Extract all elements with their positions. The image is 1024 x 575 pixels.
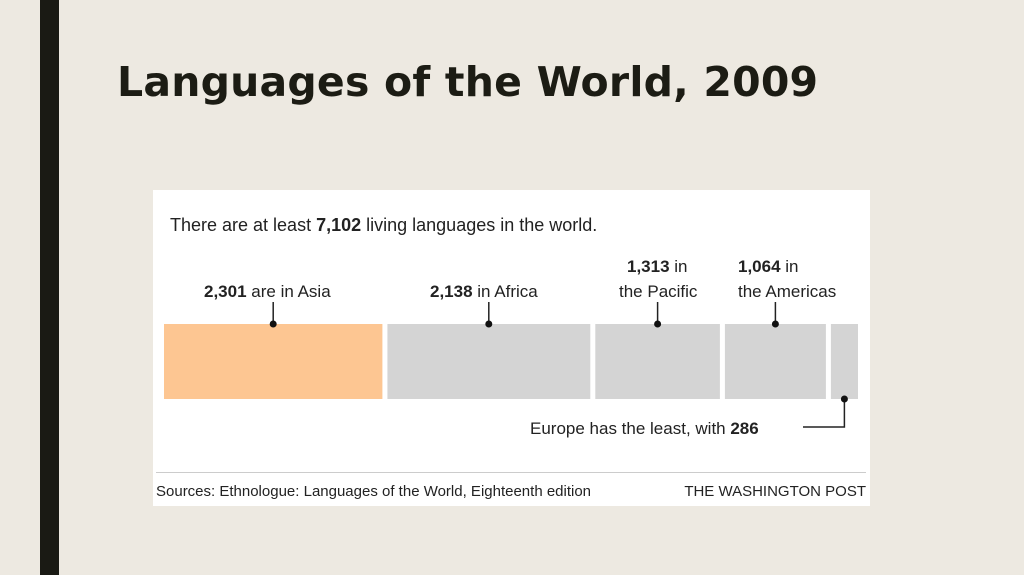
chart-lead-text: There are at least 7,102 living language… <box>170 215 597 235</box>
bar-europe <box>830 324 858 399</box>
bar-americas <box>724 324 826 399</box>
stacked-bar <box>164 302 858 428</box>
leader-dot-pacific <box>654 320 662 328</box>
languages-chart: There are at least 7,102 living language… <box>153 190 870 506</box>
sources-text: Sources: Ethnologue: Languages of the Wo… <box>156 483 591 500</box>
label-europe: Europe has the least, with 286 <box>530 419 759 438</box>
label-americas-number: 1,064 in <box>738 257 799 276</box>
slide-title: Languages of the World, 2009 <box>117 58 819 106</box>
bar-africa <box>387 324 591 399</box>
bar-asia <box>164 324 383 399</box>
credit-text: THE WASHINGTON POST <box>684 483 866 500</box>
label-americas-region: the Americas <box>738 282 836 301</box>
label-pacific-number: 1,313 in <box>627 257 688 276</box>
leader-dot-africa <box>485 320 493 328</box>
bar-pacific <box>595 324 720 399</box>
left-accent-bar <box>40 0 59 575</box>
label-asia: 2,301 are in Asia <box>204 282 331 301</box>
leader-dot-americas <box>771 320 779 328</box>
leader-line-europe <box>803 399 846 428</box>
leader-dot-asia <box>269 320 277 328</box>
label-pacific-region: the Pacific <box>619 282 698 301</box>
label-africa: 2,138 in Africa <box>430 282 538 301</box>
leader-dot-europe <box>840 395 848 403</box>
